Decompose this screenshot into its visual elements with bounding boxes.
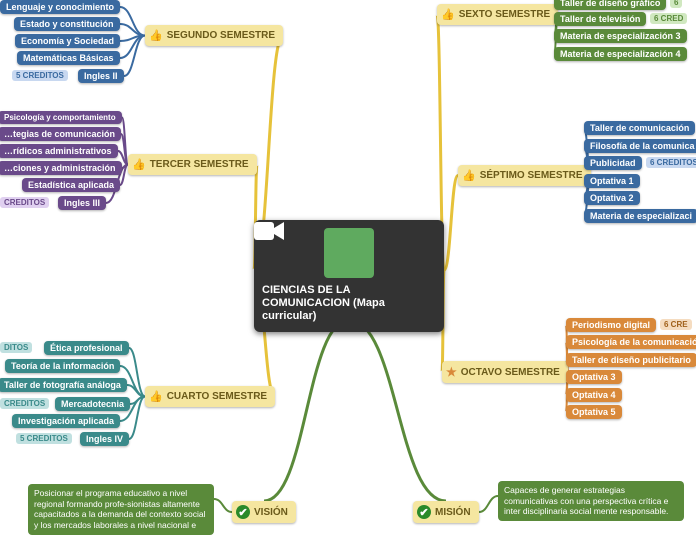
credits-badge: 6 bbox=[670, 0, 682, 8]
credits-badge: CREDITOS bbox=[0, 197, 49, 208]
course-node[interactable]: Psicología de la comunicació bbox=[566, 335, 696, 349]
check-icon bbox=[236, 505, 250, 519]
course-node[interactable]: Taller de diseño publicitario bbox=[566, 353, 696, 367]
course-node[interactable]: Ingles II bbox=[78, 69, 124, 83]
course-node[interactable]: Optativa 4 bbox=[566, 388, 622, 402]
course-node[interactable]: Publicidad bbox=[584, 156, 642, 170]
center-node[interactable]: CIENCIAS DE LA COMUNICACION (Mapa curric… bbox=[254, 220, 444, 332]
course-node[interactable]: Ingles III bbox=[58, 196, 106, 210]
course-node[interactable]: Filosofía de la comunica bbox=[584, 139, 696, 153]
course-node[interactable]: Periodismo digital bbox=[566, 318, 656, 332]
semester-sep[interactable]: SÉPTIMO SEMESTRE bbox=[458, 165, 591, 186]
course-node[interactable]: Mercadotecnia bbox=[55, 397, 130, 411]
course-node[interactable]: …ciones y administración bbox=[0, 161, 122, 175]
course-node[interactable]: Psicología y comportamiento bbox=[0, 111, 122, 124]
check-icon bbox=[417, 505, 431, 519]
star-icon bbox=[446, 365, 457, 379]
credits-badge: 6 CRED bbox=[650, 13, 687, 24]
course-node[interactable]: Optativa 5 bbox=[566, 405, 622, 419]
course-node[interactable]: …tegias de comunicación bbox=[0, 127, 121, 141]
bottom-label: MISIÓN bbox=[435, 507, 471, 518]
course-node[interactable]: Optativa 2 bbox=[584, 191, 640, 205]
video-icon bbox=[324, 228, 374, 278]
semester-label: OCTAVO SEMESTRE bbox=[461, 367, 560, 378]
course-node[interactable]: Investigación aplicada bbox=[12, 414, 120, 428]
thumb-icon bbox=[132, 158, 146, 171]
credits-badge: 6 CRE bbox=[660, 319, 692, 330]
course-node[interactable]: Estado y constitución bbox=[14, 17, 120, 31]
thumb-icon bbox=[462, 169, 476, 182]
course-node[interactable]: …rídicos administrativos bbox=[0, 144, 118, 158]
course-node[interactable]: Teoría de la información bbox=[5, 359, 120, 373]
course-node[interactable]: Taller de comunicación bbox=[584, 121, 695, 135]
course-node[interactable]: Ingles IV bbox=[80, 432, 129, 446]
credits-badge: 6 CREDITOS bbox=[646, 157, 696, 168]
semester-label: TERCER SEMESTRE bbox=[150, 159, 249, 170]
semester-sex[interactable]: SEXTO SEMESTRE bbox=[437, 4, 558, 25]
thumb-icon bbox=[441, 8, 455, 21]
credits-badge: CREDITOS bbox=[0, 398, 49, 409]
semester-label: CUARTO SEMESTRE bbox=[167, 391, 267, 402]
course-node[interactable]: Taller de televisión bbox=[554, 12, 646, 26]
semester-ter[interactable]: TERCER SEMESTRE bbox=[128, 154, 257, 175]
course-node[interactable]: Materia de especialización 4 bbox=[554, 47, 687, 61]
desc-box: Posicionar el programa educativo a nivel… bbox=[28, 484, 214, 535]
credits-badge: DITOS bbox=[0, 342, 32, 353]
semester-seg[interactable]: SEGUNDO SEMESTRE bbox=[145, 25, 283, 46]
bottom-label: VISIÓN bbox=[254, 507, 288, 518]
course-node[interactable]: Matemáticas Básicas bbox=[17, 51, 120, 65]
semester-label: SÉPTIMO SEMESTRE bbox=[480, 170, 583, 181]
course-node[interactable]: Optativa 3 bbox=[566, 370, 622, 384]
course-node[interactable]: Ética profesional bbox=[44, 341, 129, 355]
credits-badge: 5 CREDITOS bbox=[16, 433, 72, 444]
course-node[interactable]: Economía y Sociedad bbox=[15, 34, 120, 48]
course-node[interactable]: Materia de especializaci bbox=[584, 209, 696, 223]
credits-badge: 5 CREDITOS bbox=[12, 70, 68, 81]
desc-box: Capaces de generar estrategias comunicat… bbox=[498, 481, 684, 521]
mindmap-canvas: CIENCIAS DE LA COMUNICACION (Mapa curric… bbox=[0, 0, 696, 520]
course-node[interactable]: Estadística aplicada bbox=[22, 178, 120, 192]
semester-label: SEGUNDO SEMESTRE bbox=[167, 30, 275, 41]
thumb-icon bbox=[149, 390, 163, 403]
course-node[interactable]: Taller de diseño gráfico bbox=[554, 0, 666, 10]
semester-oct[interactable]: OCTAVO SEMESTRE bbox=[442, 361, 568, 383]
thumb-icon bbox=[149, 29, 163, 42]
course-node[interactable]: Taller de fotografía análoga bbox=[0, 378, 127, 392]
course-node[interactable]: Lenguaje y conocimiento bbox=[0, 0, 120, 14]
semester-label: SEXTO SEMESTRE bbox=[459, 9, 551, 20]
semester-cua[interactable]: CUARTO SEMESTRE bbox=[145, 386, 275, 407]
course-node[interactable]: Optativa 1 bbox=[584, 174, 640, 188]
center-title: CIENCIAS DE LA COMUNICACION (Mapa curric… bbox=[262, 284, 436, 324]
course-node[interactable]: Materia de especialización 3 bbox=[554, 29, 687, 43]
